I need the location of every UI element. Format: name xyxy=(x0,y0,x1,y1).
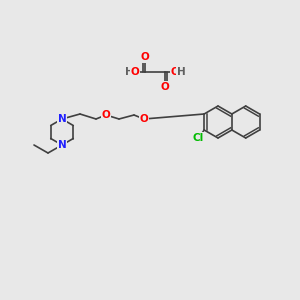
Text: O: O xyxy=(171,67,179,77)
Text: O: O xyxy=(160,82,169,92)
Text: O: O xyxy=(130,67,140,77)
Text: N: N xyxy=(58,114,66,124)
Text: H: H xyxy=(124,67,134,77)
Text: O: O xyxy=(141,52,149,62)
Text: N: N xyxy=(58,140,66,150)
Text: H: H xyxy=(177,67,185,77)
Text: Cl: Cl xyxy=(193,133,204,143)
Text: O: O xyxy=(140,114,148,124)
Text: O: O xyxy=(102,110,110,120)
